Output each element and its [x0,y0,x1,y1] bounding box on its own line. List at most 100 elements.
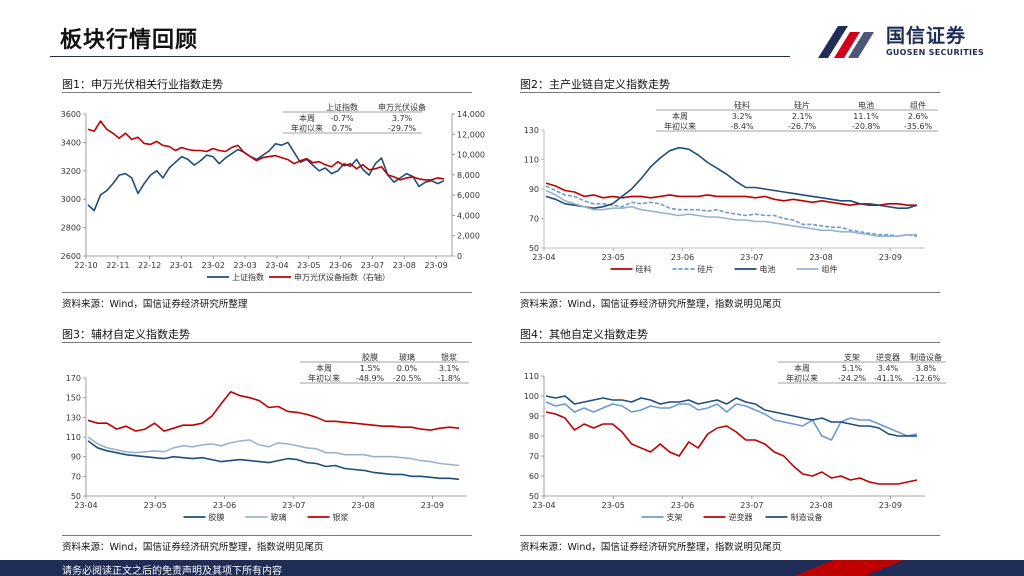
title-divider [50,56,790,57]
y2-tick-label: 14,000 [457,110,485,119]
stats-column-header: 硅料 [734,100,750,110]
stats-column-header: 上证指数 [326,102,358,112]
legend-label-1: 支架 [667,512,683,522]
stats-value: 3.7% [392,114,413,123]
y-tick-label: 50 [529,244,539,253]
x-tick-label: 23-07 [282,501,305,510]
stats-column-header: 银浆 [441,352,457,362]
chart-2: 50 70 90 110 130 23-04 23-05 23-06 23-07 23-08 23-… [524,100,938,274]
x-tick-label: 23-06 [213,501,236,510]
stats-row-label: 年初以来 [308,373,340,383]
legend-label-2: 硅片 [698,264,714,274]
legend-label-3: 制造设备 [791,512,823,522]
panel-3-source: 资料来源：Wind，国信证券经济研究所整理，指数说明见尾页 [62,542,324,553]
stats-value: -41.1% [874,374,903,383]
y-tick-label: 70 [529,452,539,461]
x-tick-label: 23-05 [144,501,167,510]
legend-label-1: 胶膜 [209,512,225,522]
x-tick-label: 23-03 [234,261,257,270]
x-tick-label: 23-04 [532,501,555,510]
series-line-1 [87,440,460,481]
series-line-1 [545,182,917,206]
y-tick-label: 80 [529,432,539,441]
x-tick-label: 23-01 [170,261,193,270]
y-tick-label: 60 [529,472,539,481]
stats-value: 1.5% [360,364,381,373]
series-line-1 [87,141,445,212]
stats-value: -48.9% [356,374,385,383]
stats-value: -20.5% [393,374,422,383]
y-tick-label: 70 [71,472,81,481]
stats-row-label: 年初以来 [786,373,818,383]
stats-value: -29.7% [388,124,417,133]
legend-label-4: 组件 [822,264,838,274]
x-tick-label: 23-05 [297,261,320,270]
logo-text-cn: 国信证券 [886,25,967,47]
series-line-2 [545,411,918,485]
x-tick-label: 23-08 [351,501,374,510]
stats-value: 3.1% [439,364,460,373]
series-line-2 [545,185,918,237]
stats-value: -0.7% [330,114,354,123]
y2-tick-label: 12,000 [457,130,485,139]
series-line-3 [545,395,917,437]
legend-label-1: 硅料 [636,264,652,274]
y-tick-label: 3600 [61,110,81,119]
legend-label-1: 上证指数 [232,272,264,282]
x-tick-label: 23-07 [740,253,763,262]
stats-row-label: 年初以来 [291,123,323,133]
stats-value: -20.8% [852,122,881,131]
y-tick-label: 130 [524,126,539,135]
panel-1-top-rule [62,92,472,93]
x-tick-label: 23-07 [740,501,763,510]
guosen-logo-icon [818,26,874,58]
x-tick-label: 23-09 [879,501,902,510]
stats-column-header: 逆变器 [876,352,900,362]
y-tick-label: 110 [66,433,81,442]
series-line-4 [545,189,917,237]
stats-value: 0.7% [332,124,353,133]
x-tick-label: 23-07 [361,261,384,270]
y-tick-label: 90 [529,412,539,421]
stats-value: 3.4% [878,364,899,373]
y-tick-label: 110 [524,372,539,381]
y2-tick-label: 2,000 [457,232,480,241]
stats-value: -8.4% [730,122,754,131]
series-line-2 [87,120,445,181]
stats-column-header: 申万光伏设备 [378,102,426,112]
x-tick-label: 23-06 [671,253,694,262]
y-tick-label: 90 [71,453,81,462]
stats-value: -1.8% [437,374,461,383]
x-tick-label: 23-04 [74,501,97,510]
series-line-1 [545,401,918,441]
stats-column-header: 硅片 [794,100,810,110]
stats-column-header: 组件 [910,100,926,110]
y2-tick-label: 6,000 [457,191,480,200]
panel-3-bottom-rule [62,535,472,536]
panel-3-title: 图3：辅材自定义指数走势 [62,328,190,341]
y2-tick-label: 8,000 [457,171,480,180]
y2-tick-label: 4,000 [457,211,480,220]
x-tick-label: 23-04 [532,253,555,262]
stats-row-label: 本周 [299,113,315,123]
legend-label-2: 逆变器 [729,512,753,522]
x-tick-label: 23-05 [602,501,625,510]
panel-2-title: 图2：主产业链自定义指数走势 [520,78,670,91]
panel-4-bottom-rule [520,535,940,536]
stats-value: -35.6% [904,122,933,131]
panel-3-top-rule [62,342,472,343]
stats-value: 11.1% [853,112,879,121]
stats-row-label: 年初以来 [664,121,696,131]
stats-row-label: 本周 [316,363,332,373]
y-tick-label: 3000 [61,195,81,204]
y-tick-label: 50 [71,492,81,501]
stats-column-header: 玻璃 [399,352,415,362]
panel-2-bottom-rule [520,292,940,293]
y-tick-label: 150 [66,394,81,403]
legend-label-3: 银浆 [333,512,349,522]
x-tick-label: 23-05 [602,253,625,262]
chart-1: 2600 2800 3000 3200 3400 3600 0 2,000 4,000 6,000… [61,102,485,282]
chart-3: 50 70 90 110 130 150 170 23-04 23-05 23-06 23-07 23… [66,352,469,522]
x-tick-label: 23-09 [421,501,444,510]
stats-row-label: 本周 [672,111,688,121]
